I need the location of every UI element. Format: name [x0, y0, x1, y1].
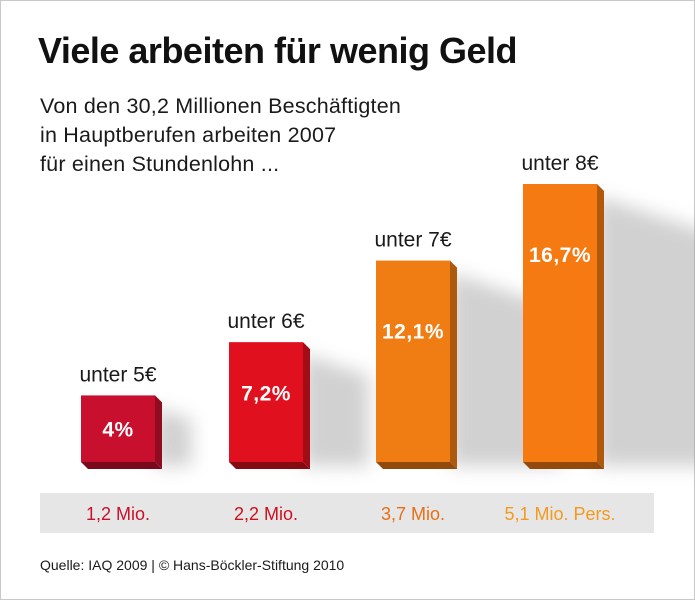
bar-bottom-2: [229, 462, 310, 469]
subtitle-line-2: in Hauptberufen arbeiten 2007: [40, 123, 337, 147]
category-label-4: unter 8€: [521, 152, 598, 175]
count-label-4: 5,1 Mio. Pers.: [504, 504, 615, 524]
bar-side-4: [597, 184, 604, 469]
bar-3: [376, 260, 450, 462]
chart-subtitle: Von den 30,2 Millionen Beschäftigten in …: [40, 92, 401, 179]
bar-1: [81, 395, 155, 462]
labels-group: unter 5€ 4% 1,2 Mio. unter 6€ 7,2% 2,2 Mio. un…: [79, 152, 615, 524]
bar-4: [523, 184, 597, 462]
count-label-2: 2,2 Mio.: [234, 504, 298, 524]
count-label-3: 3,7 Mio.: [381, 504, 445, 524]
chart-title: Viele arbeiten für wenig Geld: [38, 30, 517, 71]
value-label-1: 4%: [102, 419, 133, 442]
category-label-2: unter 6€: [227, 310, 304, 333]
bar-shadow-4: [597, 196, 695, 466]
source-note: Quelle: IAQ 2009 | © Hans-Böckler-Stiftu…: [40, 557, 345, 573]
bar-bottom-3: [376, 462, 457, 469]
count-label-1: 1,2 Mio.: [86, 504, 150, 524]
subtitle-line-3: für einen Stundenlohn ...: [40, 152, 280, 176]
bar-side-1: [155, 395, 162, 469]
value-label-4: 16,7%: [529, 244, 591, 267]
category-label-3: unter 7€: [374, 229, 451, 252]
bar-side-2: [303, 342, 310, 469]
value-label-2: 7,2%: [241, 382, 291, 405]
bar-shadow-1: [155, 407, 192, 466]
bar-shadow-2: [303, 354, 369, 466]
bars-group: [81, 184, 604, 469]
bar-2: [229, 342, 303, 462]
subtitle-line-1: Von den 30,2 Millionen Beschäftigten: [40, 94, 402, 118]
bar-bottom-1: [81, 462, 162, 469]
value-label-3: 12,1%: [382, 321, 444, 344]
bar-bottom-4: [523, 462, 604, 469]
bar-side-3: [450, 260, 457, 469]
category-label-1: unter 5€: [79, 363, 156, 386]
count-strip: [40, 493, 654, 533]
